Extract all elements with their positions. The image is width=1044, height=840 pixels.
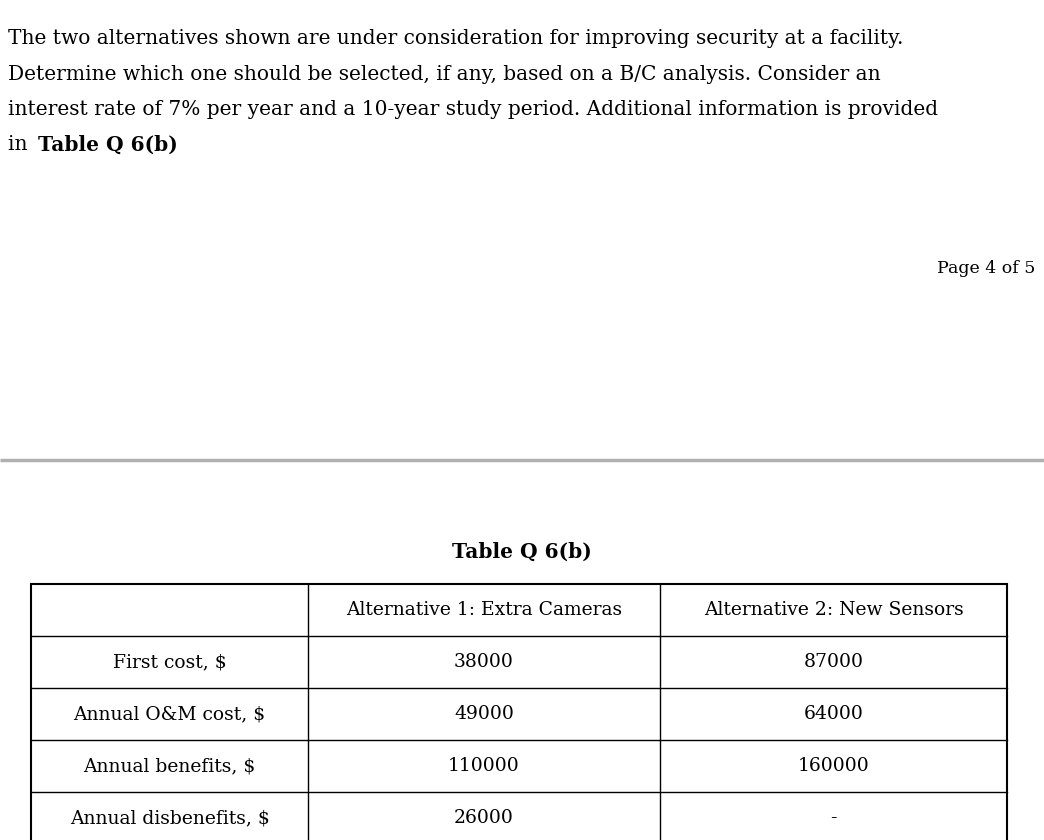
- Text: 26000: 26000: [454, 809, 514, 827]
- Text: Determine which one should be selected, if any, based on a B/C analysis. Conside: Determine which one should be selected, …: [8, 65, 881, 84]
- Text: Annual O&M cost, $: Annual O&M cost, $: [73, 705, 266, 723]
- Text: Table Q 6(b): Table Q 6(b): [452, 542, 592, 562]
- Text: 38000: 38000: [454, 653, 514, 671]
- Text: 87000: 87000: [804, 653, 863, 671]
- Text: 160000: 160000: [798, 757, 870, 775]
- Text: Alternative 1: Extra Cameras: Alternative 1: Extra Cameras: [346, 601, 622, 619]
- Text: in: in: [8, 135, 34, 155]
- Text: 49000: 49000: [454, 705, 514, 723]
- Text: .: .: [152, 135, 160, 155]
- Text: The two alternatives shown are under consideration for improving security at a f: The two alternatives shown are under con…: [8, 29, 904, 49]
- Text: Annual benefits, $: Annual benefits, $: [84, 757, 256, 775]
- Text: Alternative 2: New Sensors: Alternative 2: New Sensors: [704, 601, 964, 619]
- Text: 64000: 64000: [804, 705, 863, 723]
- Text: Table Q 6(b): Table Q 6(b): [38, 135, 177, 155]
- Text: Page 4 of 5: Page 4 of 5: [938, 260, 1036, 277]
- Text: 110000: 110000: [448, 757, 520, 775]
- Text: First cost, $: First cost, $: [113, 653, 227, 671]
- Text: Annual disbenefits, $: Annual disbenefits, $: [70, 809, 269, 827]
- Text: interest rate of 7% per year and a 10-year study period. Additional information : interest rate of 7% per year and a 10-ye…: [8, 100, 939, 119]
- Text: -: -: [830, 809, 837, 827]
